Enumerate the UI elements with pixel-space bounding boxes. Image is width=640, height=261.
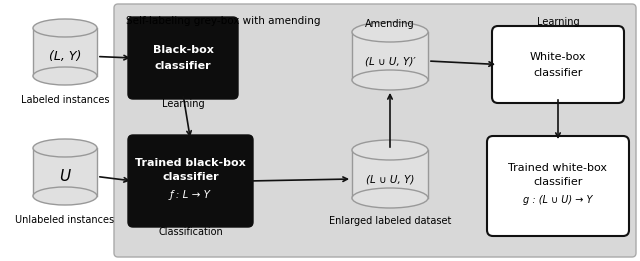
Text: Labeled instances: Labeled instances bbox=[20, 95, 109, 105]
Polygon shape bbox=[33, 28, 97, 76]
FancyBboxPatch shape bbox=[114, 4, 636, 257]
Text: Learning: Learning bbox=[537, 17, 579, 27]
FancyBboxPatch shape bbox=[128, 135, 253, 227]
Text: Classification: Classification bbox=[158, 227, 223, 237]
Text: classifier: classifier bbox=[533, 177, 582, 187]
Text: Unlabeled instances: Unlabeled instances bbox=[15, 215, 115, 225]
Text: classifier: classifier bbox=[155, 61, 211, 71]
Text: Self-labeling grey-box with amending: Self-labeling grey-box with amending bbox=[126, 16, 321, 26]
Ellipse shape bbox=[33, 19, 97, 37]
Text: White-box: White-box bbox=[530, 51, 586, 62]
Text: (L ∪ U, Y)′: (L ∪ U, Y)′ bbox=[365, 56, 415, 66]
Text: (L, Y): (L, Y) bbox=[49, 50, 81, 63]
Text: Enlarged labeled dataset: Enlarged labeled dataset bbox=[329, 216, 451, 226]
Polygon shape bbox=[33, 148, 97, 196]
Text: (L ∪ U, Y): (L ∪ U, Y) bbox=[366, 174, 414, 184]
Text: Learning: Learning bbox=[162, 99, 204, 109]
FancyBboxPatch shape bbox=[487, 136, 629, 236]
Text: g : (L ∪ U) → Y: g : (L ∪ U) → Y bbox=[524, 195, 593, 205]
Ellipse shape bbox=[33, 187, 97, 205]
Text: classifier: classifier bbox=[533, 68, 582, 78]
Polygon shape bbox=[352, 150, 428, 198]
Text: Black-box: Black-box bbox=[152, 45, 213, 55]
Text: Trained white-box: Trained white-box bbox=[509, 163, 607, 173]
Text: ƒ : L → Y: ƒ : L → Y bbox=[170, 190, 211, 200]
Polygon shape bbox=[352, 32, 428, 80]
Text: Trained black-box: Trained black-box bbox=[135, 158, 246, 168]
Text: U: U bbox=[60, 169, 70, 184]
Text: Amending: Amending bbox=[365, 19, 415, 29]
Ellipse shape bbox=[352, 140, 428, 160]
Ellipse shape bbox=[33, 67, 97, 85]
Ellipse shape bbox=[33, 139, 97, 157]
Ellipse shape bbox=[352, 70, 428, 90]
Text: classifier: classifier bbox=[162, 172, 219, 182]
FancyBboxPatch shape bbox=[128, 17, 238, 99]
Ellipse shape bbox=[352, 188, 428, 208]
Ellipse shape bbox=[352, 22, 428, 42]
FancyBboxPatch shape bbox=[492, 26, 624, 103]
